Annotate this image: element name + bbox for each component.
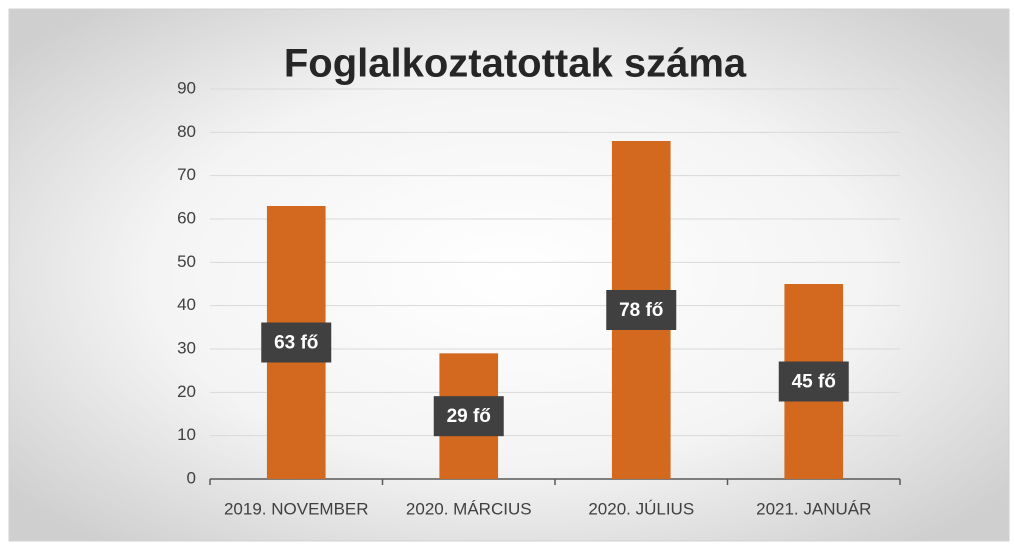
y-tick-label: 90 xyxy=(177,78,196,97)
y-tick-label: 80 xyxy=(177,122,196,141)
y-tick-label: 0 xyxy=(187,468,196,487)
x-tick-label: 2021. JANUÁR xyxy=(756,499,871,518)
chart-title: Foglalkoztatottak száma xyxy=(284,42,747,86)
value-label: 45 fő xyxy=(792,372,836,393)
value-label-box xyxy=(606,290,677,330)
value-label: 63 fő xyxy=(274,333,318,354)
value-label-box xyxy=(261,322,332,363)
y-tick-label: 60 xyxy=(177,208,196,227)
value-label-box xyxy=(778,361,849,402)
y-tick-label: 20 xyxy=(177,382,196,401)
y-tick-label: 50 xyxy=(177,252,196,271)
y-tick-label: 30 xyxy=(177,338,196,357)
y-tick-label: 10 xyxy=(177,425,196,444)
x-tick-label: 2019. NOVEMBER xyxy=(224,499,369,518)
value-label-box xyxy=(433,396,504,437)
y-tick-label: 40 xyxy=(177,295,196,314)
y-tick-label: 70 xyxy=(177,165,196,184)
x-tick-label: 2020. JÚLIUS xyxy=(588,499,694,518)
value-label: 29 fő xyxy=(447,406,491,427)
x-tick-label: 2020. MÁRCIUS xyxy=(406,499,532,518)
value-label: 78 fő xyxy=(619,300,663,321)
